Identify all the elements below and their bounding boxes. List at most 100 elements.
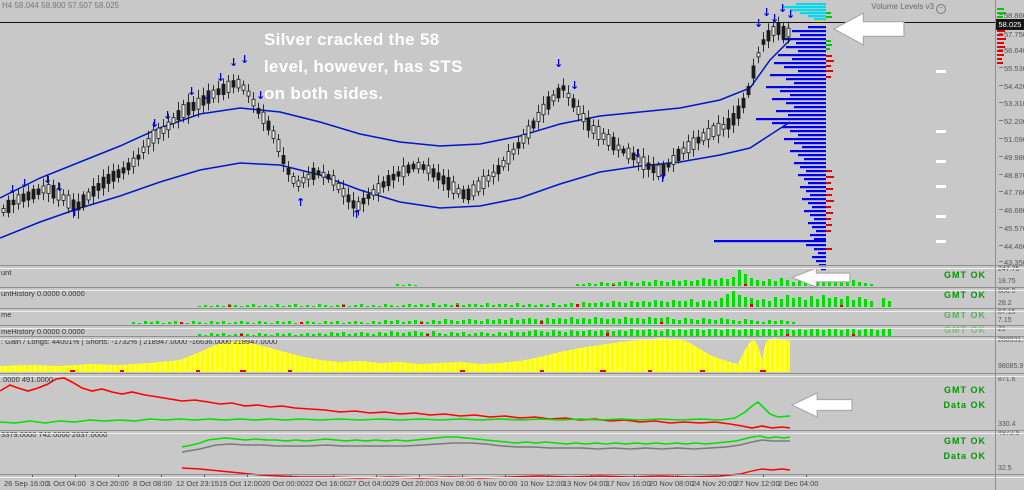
- histogram-bar: [498, 304, 501, 307]
- candle-body: [96, 183, 101, 191]
- histogram-bar: [594, 284, 597, 286]
- histogram-bar: [750, 329, 753, 336]
- sell-signal-arrow-icon: ↓: [570, 79, 579, 92]
- histogram-bar: [528, 304, 531, 307]
- pane-title-label: meHistory 0.0000 0.0000: [1, 327, 85, 336]
- histogram-bar: [336, 321, 339, 324]
- histogram-bar: [690, 319, 693, 324]
- candle-body: [361, 197, 366, 205]
- histogram-bar: [702, 318, 705, 324]
- candle-body: [771, 26, 776, 36]
- histogram-bar: [432, 331, 435, 336]
- histogram-bar: [780, 328, 783, 336]
- histogram-bar: [564, 319, 567, 324]
- time-axis-label: 13 Nov 04:00: [563, 479, 608, 488]
- histogram-bar: [372, 321, 375, 324]
- histogram-bar: [696, 302, 699, 307]
- histogram-bar-red: [456, 305, 459, 307]
- histogram-bar: [732, 329, 735, 336]
- candle-body: [746, 85, 751, 96]
- candle-body: [391, 173, 396, 181]
- candle-body: [101, 176, 106, 189]
- histogram-bar: [546, 305, 549, 307]
- volume-profile-tick: [826, 65, 831, 67]
- candle-body: [416, 161, 421, 170]
- histogram-bar: [324, 321, 327, 324]
- pane-separator: [0, 336, 1024, 340]
- histogram-bar: [786, 321, 789, 324]
- histogram-bar: [216, 305, 219, 307]
- histogram-bar: [348, 334, 351, 336]
- candle-body: [681, 147, 686, 154]
- histogram-bar: [270, 335, 273, 336]
- gain-area: [0, 338, 790, 372]
- price-axis-label: 53.310: [999, 99, 1024, 108]
- candle-body: [661, 164, 666, 176]
- candle-body: [436, 172, 441, 181]
- histogram-bar: [468, 304, 471, 307]
- time-axis-label: 27 Nov 12:00: [735, 479, 780, 488]
- histogram-bar: [318, 304, 321, 307]
- highlight-arrow: [832, 11, 905, 47]
- volume-profile-tick: [826, 194, 832, 196]
- candle-body: [226, 80, 231, 93]
- histogram-bar: [732, 320, 735, 324]
- pane6-red-line: [0, 377, 791, 429]
- sell-signal-arrow-icon: ↓: [216, 71, 225, 84]
- candle-body: [676, 148, 681, 162]
- indicator-scale-label: 18.75: [998, 278, 1016, 285]
- histogram-bar: [672, 280, 675, 286]
- gain-red-dash: [70, 370, 75, 372]
- candle-body: [196, 97, 201, 110]
- histogram-bar: [582, 284, 585, 286]
- histogram-bar: [366, 333, 369, 336]
- candle-body: [316, 170, 321, 176]
- histogram-bar-red: [606, 333, 609, 336]
- candle-body: [331, 175, 336, 186]
- sell-signal-arrow-icon: ↓: [554, 57, 563, 70]
- volume-profile-bar: [790, 150, 826, 153]
- sell-signal-arrow-icon: ↓: [770, 12, 779, 25]
- price-axis-label: 58.860: [999, 11, 1024, 20]
- candle-body: [541, 103, 546, 116]
- histogram-bar: [714, 301, 717, 307]
- histogram-bar: [546, 318, 549, 324]
- volume-profile-bar: [792, 30, 826, 33]
- volume-profile-tick: [826, 230, 831, 232]
- histogram-bar: [768, 279, 771, 286]
- histogram-bar: [882, 329, 885, 336]
- histogram-bar: [366, 323, 369, 324]
- histogram-bar: [648, 302, 651, 307]
- volume-profile-bar: [814, 218, 826, 221]
- histogram-bar: [870, 301, 873, 307]
- volume-profile-bar: [778, 54, 826, 57]
- histogram-bar: [696, 280, 699, 286]
- candle-body: [46, 184, 51, 194]
- indicator-settings-icon[interactable]: −: [936, 4, 946, 14]
- buy-signal-arrow-icon: ↑: [296, 196, 305, 209]
- histogram-bar: [342, 332, 345, 336]
- sell-signal-arrow-icon: ↓: [43, 173, 52, 186]
- volume-profile-bar: [810, 194, 826, 197]
- sell-signal-arrow-icon: ↓: [786, 8, 795, 21]
- histogram-bar: [510, 305, 513, 307]
- histogram-bar: [666, 282, 669, 286]
- histogram-bar: [312, 322, 315, 324]
- gain-red-dash: [240, 370, 246, 372]
- indicator-scale-label: 21: [998, 326, 1006, 333]
- histogram-bar: [774, 297, 777, 307]
- gmt-ok-status: GMT OK: [944, 290, 986, 300]
- histogram-bar: [882, 298, 885, 307]
- candle-body: [566, 92, 571, 99]
- histogram-bar: [582, 331, 585, 336]
- volume-profile-bar: [798, 154, 826, 157]
- histogram-bar: [204, 305, 207, 307]
- histogram-bar: [756, 300, 759, 307]
- histogram-bar: [858, 297, 861, 307]
- candle-body: [221, 83, 226, 95]
- histogram-bar: [654, 318, 657, 324]
- pane-title-label: : Gain / Longs: 44001% | Shorts: -1732% …: [1, 337, 278, 346]
- histogram-bar: [486, 303, 489, 307]
- histogram-bar: [822, 295, 825, 307]
